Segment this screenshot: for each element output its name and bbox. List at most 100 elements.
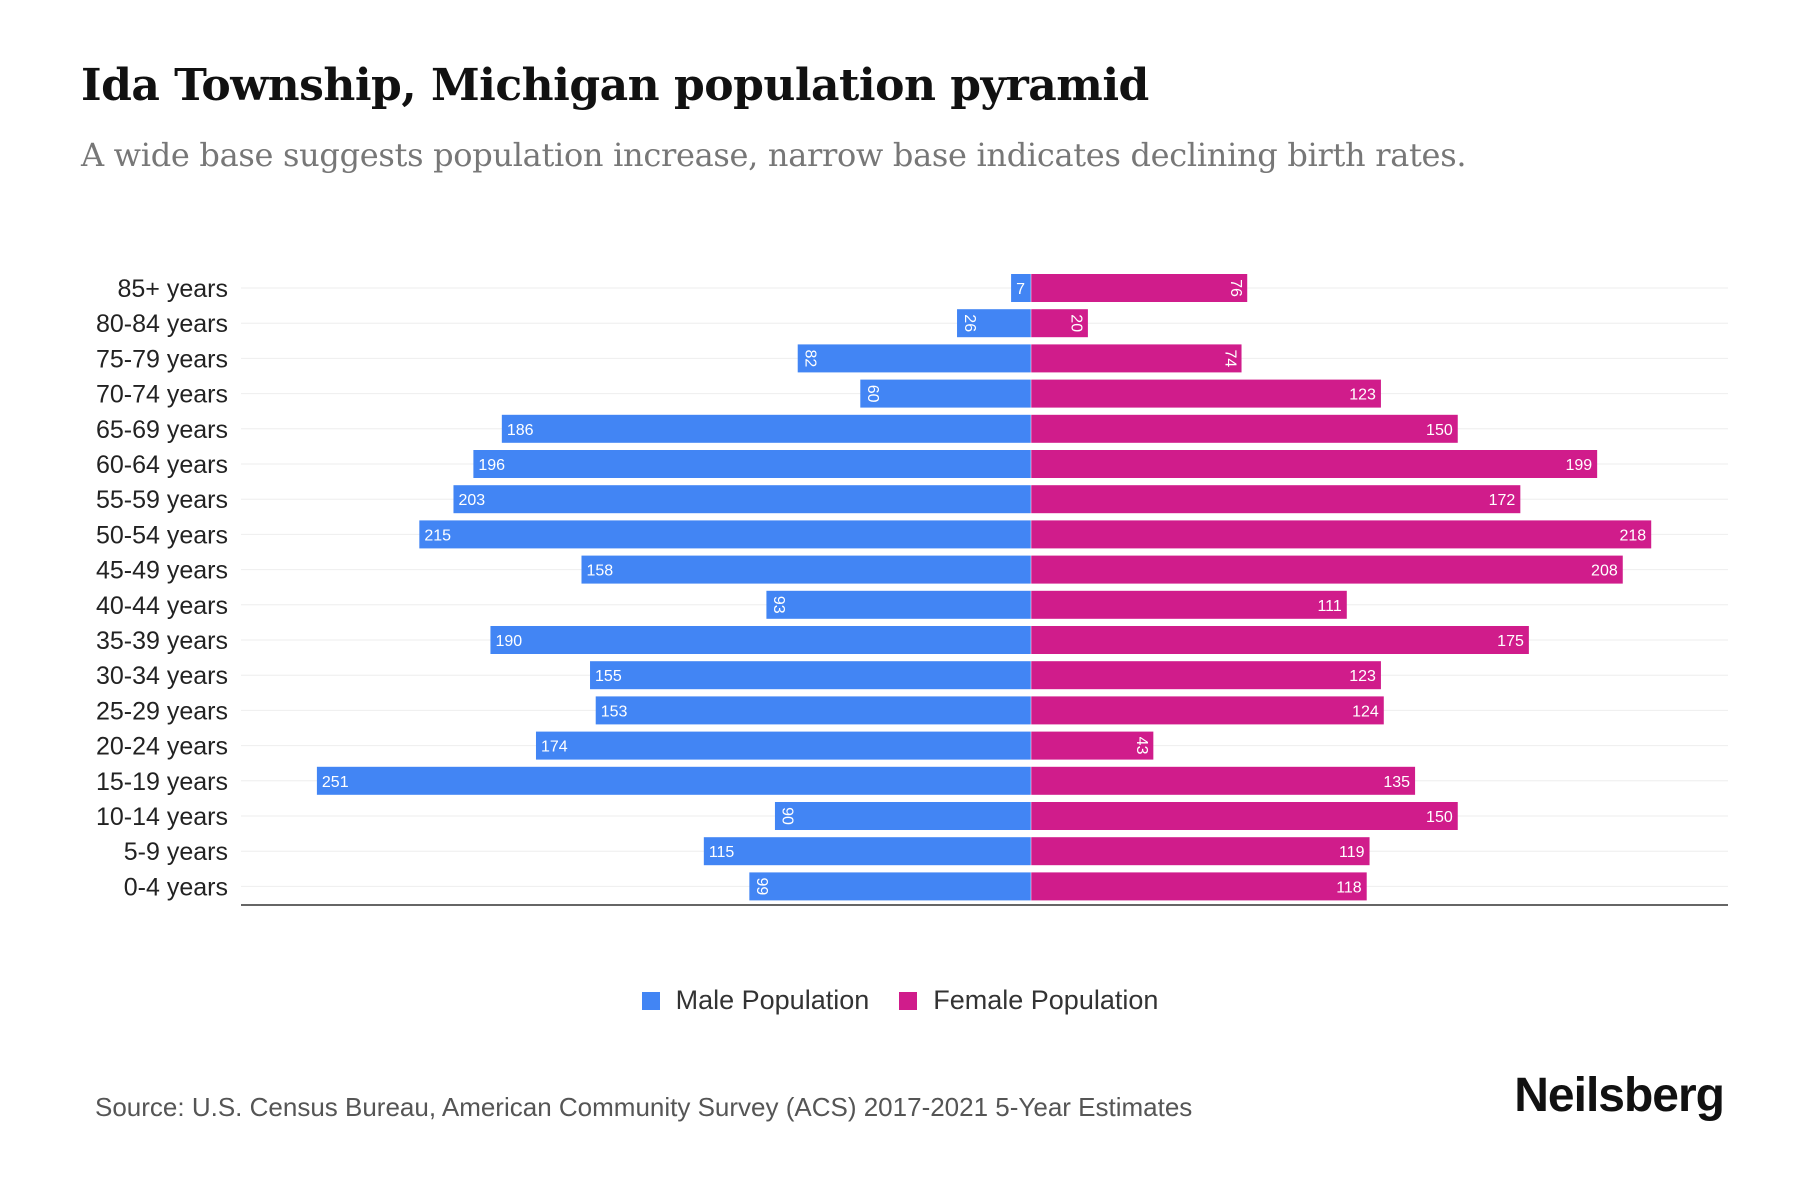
bar-male	[766, 590, 1031, 619]
bar-male	[749, 872, 1031, 901]
neilsberg-logo: Neilsberg	[1514, 1069, 1725, 1122]
bar-male	[490, 626, 1031, 654]
bar-male	[860, 379, 1031, 408]
data-label-male: 174	[541, 739, 568, 756]
bar-female	[1031, 766, 1416, 795]
y-tick-label: 55-59 years	[96, 486, 228, 514]
bar-female	[1031, 802, 1458, 830]
legend: Male Population Female Population	[0, 985, 1800, 1016]
data-label-male: 115	[709, 844, 735, 861]
data-label-male: 90	[779, 807, 796, 825]
y-tick-label: 20-24 years	[96, 733, 228, 761]
data-label-female: 118	[1336, 879, 1362, 896]
y-tick-label: 45-49 years	[96, 557, 228, 585]
data-label-male: 203	[458, 492, 485, 509]
bar-male	[453, 485, 1032, 514]
chart-subtitle: A wide base suggests population increase…	[81, 136, 1467, 174]
bar-male	[774, 802, 1031, 830]
bar-male	[797, 344, 1031, 373]
bar-male	[595, 696, 1031, 725]
legend-item-male[interactable]: Male Population	[641, 985, 870, 1016]
data-label-male: 99	[753, 878, 770, 896]
data-label-female: 172	[1489, 492, 1516, 509]
bar-female	[1031, 872, 1367, 901]
data-label-female: 119	[1339, 844, 1365, 861]
data-label-male: 251	[322, 774, 349, 791]
y-tick-label: 70-74 years	[96, 381, 228, 409]
bar-female	[1031, 555, 1623, 584]
data-label-female: 208	[1591, 563, 1618, 580]
data-label-female: 199	[1565, 457, 1592, 474]
y-tick-label: 0-4 years	[124, 873, 228, 901]
bar-female	[1031, 309, 1088, 338]
bar-male	[501, 414, 1032, 443]
y-tick-label: 35-39 years	[96, 627, 228, 655]
bar-female	[1031, 450, 1598, 478]
bar-female	[1031, 661, 1381, 690]
data-label-male: 60	[864, 385, 881, 403]
bar-male	[957, 309, 1031, 338]
bar-male	[581, 555, 1031, 584]
bar-female	[1031, 379, 1381, 408]
bar-male	[316, 766, 1031, 795]
bar-female	[1031, 485, 1521, 514]
data-label-female: 175	[1497, 633, 1524, 650]
bar-female	[1031, 274, 1248, 302]
y-tick-label: 85+ years	[118, 275, 229, 303]
bar-male	[1011, 274, 1031, 302]
bar-female	[1031, 520, 1652, 549]
data-label-female: 123	[1349, 668, 1376, 685]
bar-male	[590, 661, 1031, 690]
data-label-female: 135	[1383, 774, 1410, 791]
data-label-female: 111	[1317, 598, 1341, 615]
y-tick-label: 25-29 years	[96, 697, 228, 725]
y-tick-label: 60-64 years	[96, 451, 228, 479]
y-tick-label: 10-14 years	[96, 803, 228, 831]
data-label-male: 196	[478, 457, 505, 474]
chart-title: Ida Township, Michigan population pyrami…	[81, 60, 1149, 111]
legend-swatch-male	[641, 991, 660, 1010]
data-label-male: 190	[495, 633, 522, 650]
data-label-male: 158	[586, 563, 613, 580]
bar-female	[1031, 626, 1529, 654]
legend-item-female[interactable]: Female Population	[899, 985, 1158, 1016]
data-label-female: 76	[1227, 279, 1244, 297]
y-tick-label: 15-19 years	[96, 768, 228, 796]
legend-swatch-female	[899, 991, 918, 1010]
data-label-female: 150	[1426, 422, 1453, 439]
y-tick-label: 40-44 years	[96, 592, 228, 620]
data-label-female: 74	[1221, 350, 1238, 368]
source-note: Source: U.S. Census Bureau, American Com…	[95, 1092, 1193, 1122]
bar-female	[1031, 696, 1384, 725]
data-label-male: 93	[770, 596, 787, 614]
bar-male	[419, 520, 1031, 549]
y-tick-label: 65-69 years	[96, 416, 228, 444]
bar-female	[1031, 344, 1242, 373]
data-label-male: 155	[595, 668, 622, 685]
data-label-female: 123	[1349, 387, 1376, 404]
data-label-male: 153	[601, 703, 628, 720]
bar-female	[1031, 837, 1370, 866]
data-label-female: 150	[1426, 809, 1453, 826]
legend-label-male: Male Population	[675, 985, 870, 1015]
y-tick-label: 5-9 years	[124, 838, 228, 866]
data-label-male: 7	[1016, 281, 1025, 298]
y-tick-label: 80-84 years	[96, 310, 228, 338]
data-label-female: 43	[1133, 737, 1150, 755]
data-label-male: 82	[801, 350, 818, 368]
data-label-female: 20	[1068, 314, 1085, 332]
bar-female	[1031, 590, 1347, 619]
bar-male	[535, 731, 1031, 760]
data-label-female: 218	[1620, 527, 1647, 544]
bar-female	[1031, 414, 1458, 443]
bar-male	[473, 450, 1031, 478]
data-label-male: 26	[961, 314, 978, 332]
bar-male	[703, 837, 1031, 866]
bar-female	[1031, 731, 1154, 760]
y-tick-label: 30-34 years	[96, 662, 228, 690]
data-label-male: 215	[424, 527, 451, 544]
data-label-male: 186	[507, 422, 534, 439]
y-tick-label: 75-79 years	[96, 345, 228, 373]
legend-label-female: Female Population	[933, 985, 1159, 1015]
